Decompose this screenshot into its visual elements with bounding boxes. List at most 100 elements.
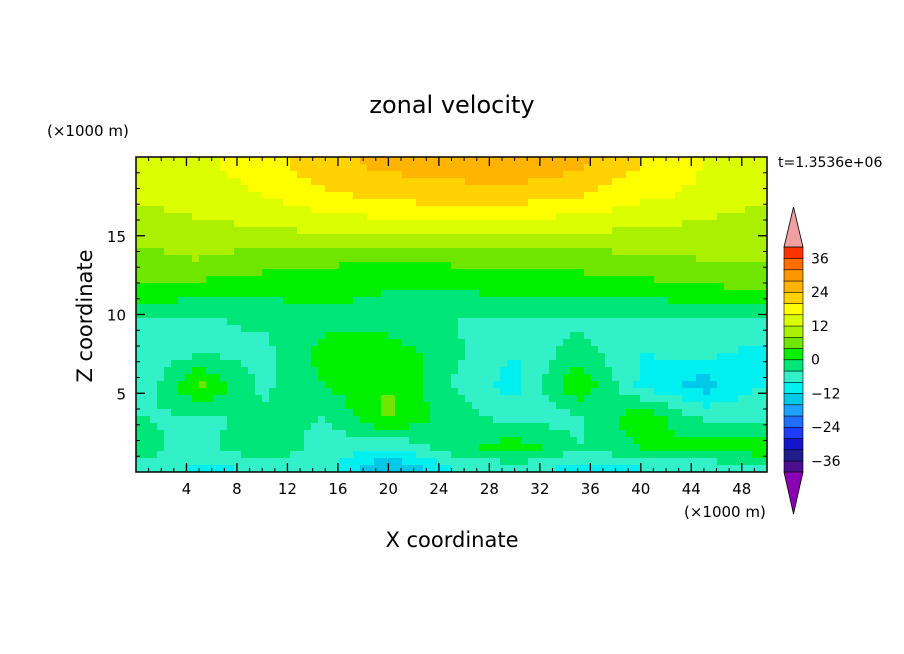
- heatmap-cell: [374, 318, 382, 326]
- heatmap-cell: [290, 178, 298, 186]
- heatmap-cell: [143, 185, 151, 193]
- heatmap-cell: [409, 164, 417, 172]
- heatmap-cell: [563, 234, 571, 242]
- heatmap-cell: [591, 213, 599, 221]
- heatmap-cell: [241, 353, 249, 361]
- heatmap-cell: [759, 199, 767, 207]
- heatmap-cell: [409, 465, 417, 473]
- heatmap-cell: [304, 255, 312, 263]
- heatmap-cell: [689, 339, 697, 347]
- heatmap-cell: [325, 430, 333, 438]
- heatmap-cell: [290, 269, 298, 277]
- heatmap-cell: [157, 248, 165, 256]
- heatmap-cell: [311, 444, 319, 452]
- heatmap-cell: [311, 360, 319, 368]
- heatmap-cell: [710, 241, 718, 249]
- heatmap-cell: [241, 290, 249, 298]
- heatmap-cell: [549, 220, 557, 228]
- heatmap-cell: [220, 346, 228, 354]
- heatmap-cell: [143, 451, 151, 459]
- heatmap-cell: [374, 465, 382, 473]
- heatmap-cell: [255, 220, 263, 228]
- heatmap-cell: [514, 311, 522, 319]
- heatmap-cell: [276, 339, 284, 347]
- heatmap-cell: [759, 206, 767, 214]
- heatmap-cell: [500, 290, 508, 298]
- heatmap-cell: [325, 395, 333, 403]
- heatmap-cell: [185, 346, 193, 354]
- heatmap-cell: [724, 262, 732, 270]
- heatmap-cell: [626, 283, 634, 291]
- heatmap-cell: [374, 206, 382, 214]
- heatmap-cell: [717, 458, 725, 466]
- heatmap-cell: [367, 234, 375, 242]
- heatmap-cell: [206, 318, 214, 326]
- heatmap-cell: [136, 325, 144, 333]
- heatmap-cell: [731, 199, 739, 207]
- heatmap-cell: [346, 192, 354, 200]
- heatmap-cell: [143, 157, 151, 165]
- heatmap-cell: [710, 465, 718, 473]
- heatmap-cell: [248, 178, 256, 186]
- heatmap-cell: [759, 269, 767, 277]
- heatmap-cell: [577, 388, 585, 396]
- heatmap-cell: [311, 171, 319, 179]
- heatmap-cell: [283, 178, 291, 186]
- heatmap-cell: [535, 227, 543, 235]
- heatmap-cell: [185, 171, 193, 179]
- heatmap-cell: [353, 185, 361, 193]
- heatmap-cell: [381, 157, 389, 165]
- heatmap-cell: [199, 157, 207, 165]
- heatmap-cell: [668, 395, 676, 403]
- heatmap-cell: [626, 255, 634, 263]
- heatmap-cell: [738, 192, 746, 200]
- heatmap-cell: [283, 255, 291, 263]
- heatmap-cell: [178, 318, 186, 326]
- heatmap-cell: [206, 297, 214, 305]
- heatmap-cell: [213, 276, 221, 284]
- heatmap-cell: [444, 164, 452, 172]
- heatmap-cell: [171, 353, 179, 361]
- heatmap-cell: [745, 395, 753, 403]
- heatmap-cell: [290, 325, 298, 333]
- heatmap-cell: [178, 171, 186, 179]
- heatmap-cell: [241, 346, 249, 354]
- heatmap-cell: [619, 332, 627, 340]
- heatmap-cell: [164, 227, 172, 235]
- colorbar-tick-label: −36: [811, 454, 841, 470]
- heatmap-cell: [759, 451, 767, 459]
- heatmap-cell: [682, 367, 690, 375]
- heatmap-cell: [752, 318, 760, 326]
- heatmap-cell: [584, 353, 592, 361]
- heatmap-cell: [633, 423, 641, 431]
- heatmap-cell: [220, 185, 228, 193]
- heatmap-cell: [360, 234, 368, 242]
- heatmap-cell: [493, 199, 501, 207]
- heatmap-cell: [220, 367, 228, 375]
- heatmap-cell: [276, 437, 284, 445]
- heatmap-cell: [178, 444, 186, 452]
- heatmap-cell: [164, 409, 172, 417]
- heatmap-cell: [626, 458, 634, 466]
- heatmap-cell: [283, 395, 291, 403]
- heatmap-cell: [374, 409, 382, 417]
- heatmap-cell: [717, 367, 725, 375]
- heatmap-cell: [437, 255, 445, 263]
- heatmap-cell: [157, 164, 165, 172]
- heatmap-cell: [339, 416, 347, 424]
- heatmap-cell: [542, 318, 550, 326]
- heatmap-cell: [227, 458, 235, 466]
- heatmap-cell: [220, 374, 228, 382]
- heatmap-cell: [318, 220, 326, 228]
- heatmap-cell: [696, 402, 704, 410]
- heatmap-cell: [759, 395, 767, 403]
- heatmap-cell: [514, 388, 522, 396]
- heatmap-cell: [241, 304, 249, 312]
- heatmap-cell: [325, 192, 333, 200]
- heatmap-cell: [367, 241, 375, 249]
- heatmap-cell: [290, 290, 298, 298]
- heatmap-cell: [346, 458, 354, 466]
- heatmap-cell: [311, 409, 319, 417]
- heatmap-cell: [710, 311, 718, 319]
